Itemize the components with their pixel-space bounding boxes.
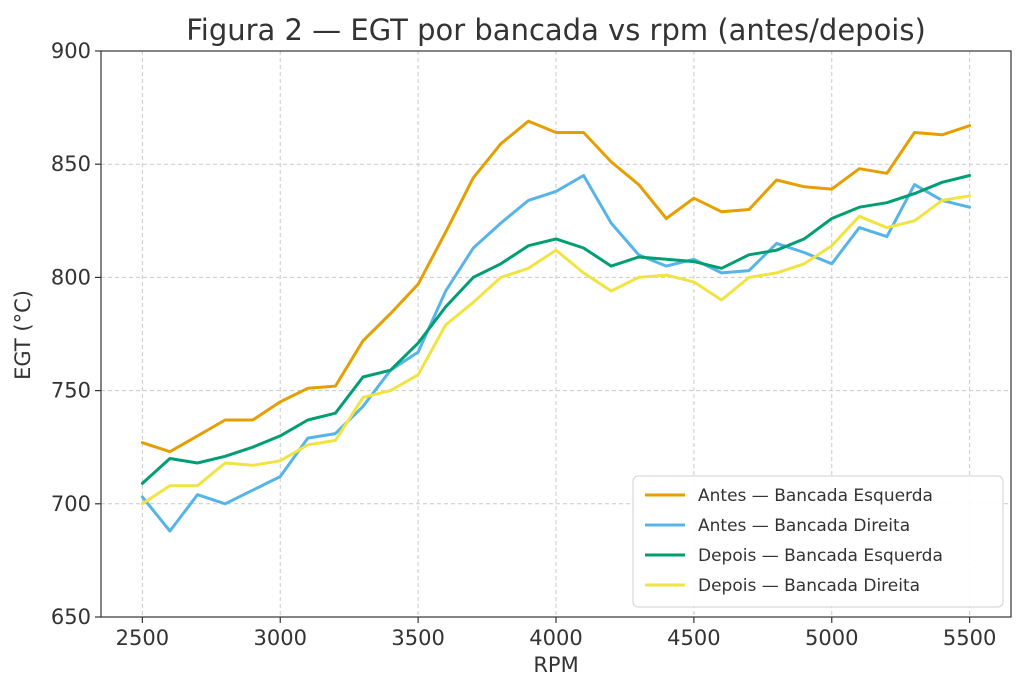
x-tick-label: 5500: [943, 626, 996, 650]
x-tick-label: 5000: [805, 626, 858, 650]
x-tick-label: 4500: [667, 626, 720, 650]
x-tick-label: 4000: [529, 626, 582, 650]
legend-item-label: Depois — Bancada Direita: [698, 576, 920, 596]
x-axis-label: RPM: [533, 653, 578, 677]
y-tick-label: 750: [51, 379, 91, 403]
x-tick-label: 3500: [391, 626, 444, 650]
y-tick-label: 700: [51, 492, 91, 516]
legend-item-label: Antes — Bancada Esquerda: [698, 486, 933, 506]
series-line-1: [140, 119, 972, 454]
x-tick-label: 2500: [116, 626, 169, 650]
chart-title: Figura 2 — EGT por bancada vs rpm (antes…: [186, 13, 926, 47]
legend-box: [632, 475, 1004, 608]
gridlines: [101, 50, 1011, 618]
tick-labels: 2500 3000 3500 4000 4500 5000 5500 650 700 750 800…: [51, 39, 996, 650]
legend: Antes — Bancada Esquerda Antes — Bancada …: [632, 475, 1004, 608]
x-tick-label: 3000: [254, 626, 307, 650]
series-line-4: [140, 194, 972, 506]
y-axis-label: EGT (°C): [11, 290, 35, 380]
y-tick-label: 850: [51, 152, 91, 176]
y-tick-label: 900: [51, 39, 91, 63]
series-line-3: [140, 174, 972, 485]
y-tick-label: 650: [51, 605, 91, 629]
legend-item-label: Depois — Bancada Esquerda: [698, 546, 943, 566]
series-line-2: [140, 174, 972, 533]
series-lines: [140, 119, 972, 533]
y-tick-label: 800: [51, 265, 91, 289]
legend-item-label: Antes — Bancada Direita: [698, 516, 910, 536]
